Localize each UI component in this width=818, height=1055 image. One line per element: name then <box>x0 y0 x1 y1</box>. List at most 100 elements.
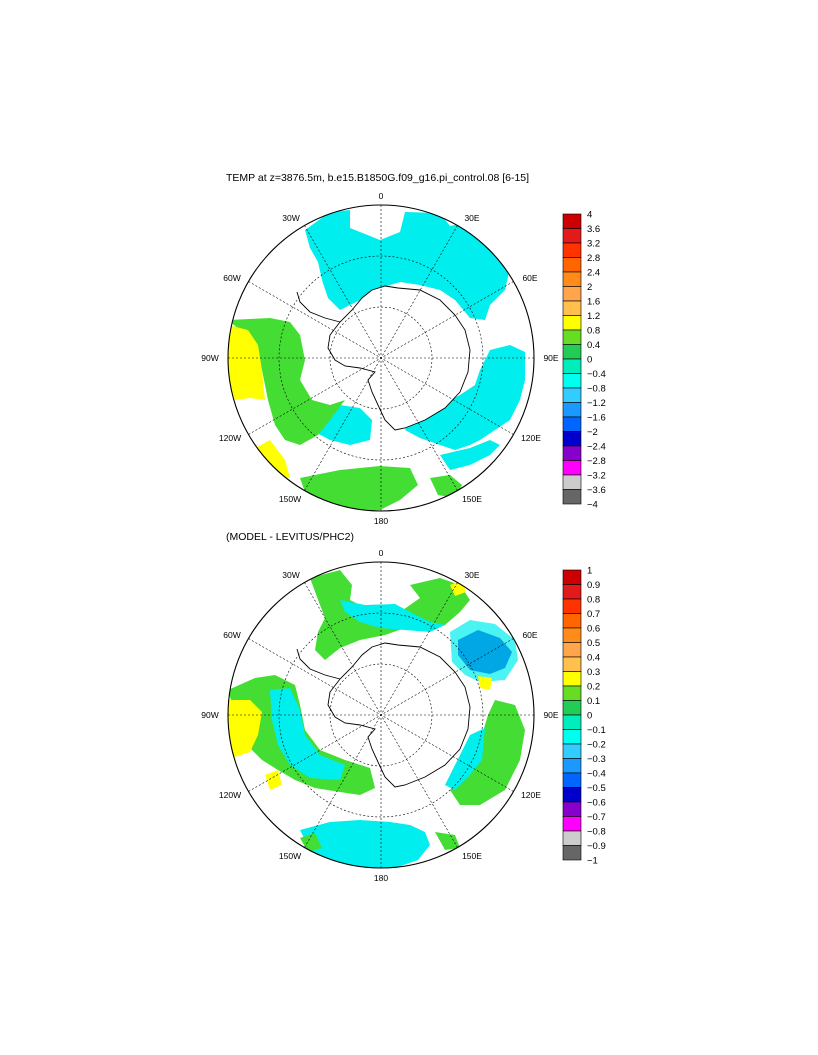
green-region-south <box>300 466 418 511</box>
lon-label-0: 0 <box>379 548 384 558</box>
colorbar-tick-label: 3.6 <box>587 224 600 235</box>
antarctic-peninsula-1 <box>296 291 341 323</box>
colorbar-swatch <box>562 402 582 418</box>
colorbar-swatch <box>562 787 582 803</box>
colorbar-tick-label: −0.9 <box>587 841 606 852</box>
map-border-1 <box>227 204 535 512</box>
cyan-region-east <box>445 728 485 790</box>
field-1 <box>228 210 525 511</box>
cyan-region-southeast <box>440 440 500 470</box>
colorbar-swatch <box>562 584 582 600</box>
antarctica-coast-1 <box>327 285 471 431</box>
colorbar-tick-label: 0.5 <box>587 638 600 649</box>
lon-label-60e: 60E <box>522 273 537 283</box>
antarctic-peninsula-2 <box>296 648 341 680</box>
colorbar-tick-label: 0 <box>587 711 592 722</box>
colorbar-swatch <box>562 830 582 846</box>
lon-label-180: 180 <box>374 516 388 526</box>
yellow-region-west <box>228 700 262 758</box>
cyan-region-north <box>305 210 510 320</box>
polar-map-1: 0 30E 60E 90E 120E 150E 180 150W 120W 90… <box>201 191 559 526</box>
colorbar-tick-label: −1.2 <box>587 398 606 409</box>
colorbar-swatch <box>562 656 582 672</box>
green-region-east <box>450 700 525 805</box>
cyan-region-west <box>270 688 345 780</box>
colorbar-swatch <box>562 358 582 374</box>
colorbar-tick-label: −4 <box>587 500 598 511</box>
colorbar-tick-label: −0.4 <box>587 769 606 780</box>
colorbar-tick-label: 0.7 <box>587 609 600 620</box>
field-2 <box>228 570 525 868</box>
colorbar-tick-label: 0.6 <box>587 624 600 635</box>
colorbar-tick-label: −0.4 <box>587 369 606 380</box>
colorbar-tick-label: −3.6 <box>587 485 606 496</box>
lon-label-90w: 90W <box>201 353 218 363</box>
colorbar-swatch <box>562 845 582 861</box>
yellow-small-w <box>265 770 282 790</box>
lon-label-150w: 150W <box>279 494 301 504</box>
colorbar-tick-label: 0.4 <box>587 340 600 351</box>
colorbar-tick-label: 2 <box>587 282 592 293</box>
colorbar-tick-label: −0.2 <box>587 740 606 751</box>
colorbar-swatch <box>562 627 582 643</box>
lon-label-60w: 60W <box>223 630 240 640</box>
colorbar-swatch <box>562 474 582 490</box>
colorbar-tick-label: −1.6 <box>587 413 606 424</box>
colorbar-tick-label: −0.1 <box>587 725 606 736</box>
colorbar-swatch <box>562 671 582 687</box>
colorbar-swatch <box>562 242 582 258</box>
colorbar-tick-label: 2.8 <box>587 253 600 264</box>
colorbar-swatch <box>562 772 582 788</box>
lon-label-30e: 30E <box>464 570 479 580</box>
colorbar-tick-label: 0.4 <box>587 653 600 664</box>
lon-label-90w: 90W <box>201 710 218 720</box>
colorbar-tick-label: 0.8 <box>587 326 600 337</box>
colorbar-tick-label: 1.6 <box>587 297 600 308</box>
lon-label-30w: 30W <box>282 213 299 223</box>
lon-label-120e: 120E <box>521 790 541 800</box>
cyan-halo-anomaly <box>450 620 518 682</box>
panel-2-title: (MODEL - LEVITUS/PHC2) <box>226 531 354 543</box>
lon-label-30w: 30W <box>282 570 299 580</box>
colorbar-tick-label: 1.2 <box>587 311 600 322</box>
colorbar-tick-label: −2.8 <box>587 456 606 467</box>
colorbar-swatch <box>562 642 582 658</box>
meridians-1 <box>228 205 534 511</box>
green-region-southeast <box>430 475 462 498</box>
lon-label-60e: 60E <box>522 630 537 640</box>
colorbar-swatch <box>562 271 582 287</box>
colorbar-tick-label: −0.8 <box>587 384 606 395</box>
colorbar-swatch <box>562 445 582 461</box>
colorbar-swatch <box>562 613 582 629</box>
colorbar-swatch <box>562 801 582 817</box>
colorbar-swatch <box>562 329 582 345</box>
green-region-se <box>435 832 460 850</box>
colorbar-swatch <box>562 569 582 585</box>
lon-label-150e: 150E <box>462 851 482 861</box>
colorbar-tick-label: 0 <box>587 355 592 366</box>
colorbar-swatch <box>562 700 582 716</box>
cyan-region-south <box>300 820 430 868</box>
cyan-region-north <box>340 600 445 632</box>
colorbar-tick-label: −0.3 <box>587 754 606 765</box>
colorbar-swatch <box>562 729 582 745</box>
yellow-region-southwest <box>255 440 290 478</box>
meridians-2 <box>228 562 534 868</box>
colorbar-swatch <box>562 213 582 229</box>
colorbar-swatch <box>562 300 582 316</box>
colorbar-swatch <box>562 685 582 701</box>
panel-1-title: TEMP at z=3876.5m, b.e15.B1850G.f09_g16.… <box>226 172 530 184</box>
lon-label-60w: 60W <box>223 273 240 283</box>
colorbar-swatch <box>562 373 582 389</box>
lon-label-0: 0 <box>379 191 384 201</box>
lon-label-180: 180 <box>374 873 388 883</box>
colorbar-swatch <box>562 286 582 302</box>
colorbar-swatch <box>562 228 582 244</box>
lon-label-150w: 150W <box>279 851 301 861</box>
colorbar-swatch <box>562 387 582 403</box>
colorbar-tick-label: −0.5 <box>587 783 606 794</box>
colorbar-tick-label: 4 <box>587 210 592 221</box>
colorbar-swatch <box>562 598 582 614</box>
lon-label-90e: 90E <box>543 710 558 720</box>
colorbar-tick-label: −2 <box>587 427 598 438</box>
